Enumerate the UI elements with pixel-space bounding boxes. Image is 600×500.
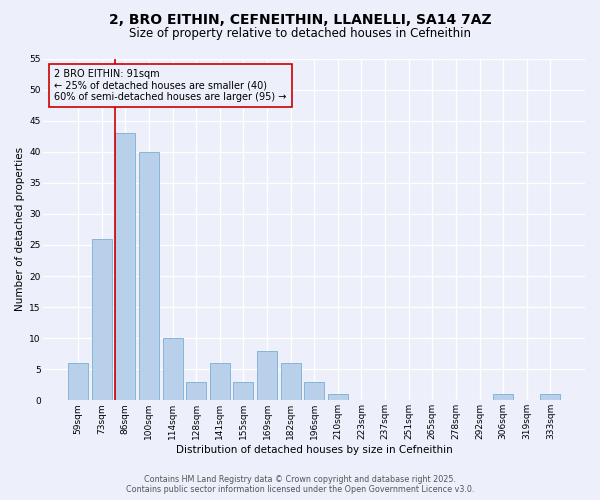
Bar bbox=[186, 382, 206, 400]
Bar bbox=[68, 363, 88, 401]
Text: 2 BRO EITHIN: 91sqm
← 25% of detached houses are smaller (40)
60% of semi-detach: 2 BRO EITHIN: 91sqm ← 25% of detached ho… bbox=[54, 69, 287, 102]
Text: Contains HM Land Registry data © Crown copyright and database right 2025.
Contai: Contains HM Land Registry data © Crown c… bbox=[126, 474, 474, 494]
Text: 2, BRO EITHIN, CEFNEITHIN, LLANELLI, SA14 7AZ: 2, BRO EITHIN, CEFNEITHIN, LLANELLI, SA1… bbox=[109, 12, 491, 26]
Bar bbox=[541, 394, 560, 400]
Bar bbox=[233, 382, 253, 400]
Bar bbox=[139, 152, 159, 400]
Bar bbox=[257, 350, 277, 401]
Bar bbox=[210, 363, 230, 401]
Bar bbox=[163, 338, 182, 400]
Y-axis label: Number of detached properties: Number of detached properties bbox=[15, 148, 25, 312]
Bar bbox=[92, 238, 112, 400]
Bar bbox=[115, 133, 136, 400]
Bar bbox=[328, 394, 348, 400]
Bar bbox=[304, 382, 324, 400]
Text: Size of property relative to detached houses in Cefneithin: Size of property relative to detached ho… bbox=[129, 28, 471, 40]
Bar bbox=[493, 394, 513, 400]
Bar bbox=[281, 363, 301, 401]
X-axis label: Distribution of detached houses by size in Cefneithin: Distribution of detached houses by size … bbox=[176, 445, 452, 455]
